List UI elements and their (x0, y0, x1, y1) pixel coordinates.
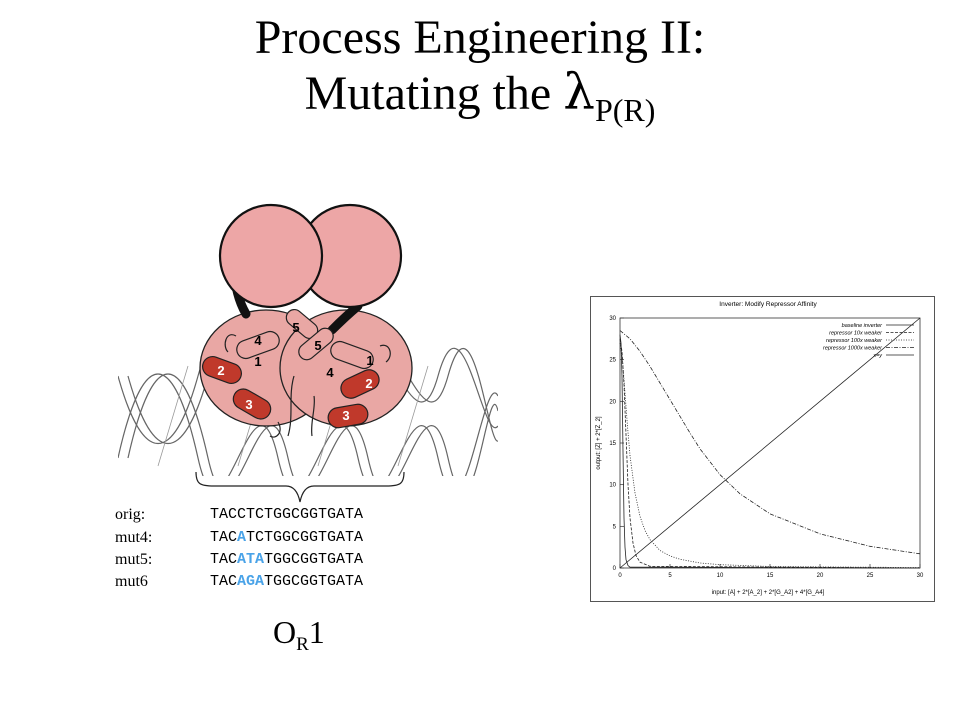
alpha-helices (202, 308, 380, 429)
legend-label: repressor 100x weaker (826, 338, 883, 344)
sequence-row: mut6 TACAGATGGCGGTGATA (115, 573, 415, 595)
helix-label: 2 (217, 363, 224, 378)
y-tick-label: 5 (613, 524, 617, 530)
slide-title-line2: Mutating the λP(R) (0, 63, 960, 128)
series-line (619, 317, 921, 569)
operator-label: OR1 (273, 614, 325, 655)
x-axis-label: input: [A] + 2*[A_2] + 2*[G_A2] + 4*[G_A… (712, 590, 825, 596)
repressor-affinity-chart: Inverter: Modify Repressor Affinity 0 5 10… (590, 296, 935, 602)
loop-lines (224, 334, 391, 438)
legend-label: x=y (872, 353, 883, 359)
c-terminal-domains (218, 203, 403, 309)
slide-title-line1: Process Engineering II: (254, 11, 706, 64)
dna-sequence: TACATCTGGCGGTGATA (210, 529, 364, 546)
operator-brace (195, 471, 405, 503)
title-text: Mutating the (304, 67, 564, 120)
dna-sequence: TACATATGGCGGTGATA (210, 551, 364, 568)
dna-sequence: TACAGATGGCGGTGATA (210, 573, 364, 590)
mutation-highlight: ATA (237, 551, 265, 568)
x-tick-label: 15 (767, 573, 774, 579)
legend-label: repressor 10x weaker (829, 331, 883, 337)
legend-label: repressor 1000x weaker (823, 346, 883, 352)
sequence-row: orig: TACCTCTGGCGGTGATA (115, 506, 415, 528)
title-subscript: P(R) (594, 92, 656, 128)
sequence-label: mut4: (115, 529, 153, 546)
mutation-highlight: A (237, 529, 247, 546)
y-tick-label: 10 (609, 483, 616, 489)
x-tick-label: 20 (817, 573, 824, 579)
sequence-label: mut6 (115, 573, 148, 590)
x-tick-label: 30 (917, 573, 924, 579)
y-tick-label: 20 (609, 399, 616, 405)
series-line (619, 334, 921, 569)
helix-label: 1 (254, 354, 261, 369)
helix-label: 5 (314, 338, 321, 353)
series-line (619, 330, 921, 555)
repressor-dna-illustration: 5 5 1 1 4 4 2 2 3 3 (118, 203, 498, 476)
helix-label: 4 (254, 333, 262, 348)
helix-label: 3 (342, 408, 349, 423)
legend-label: baseline inverter (842, 323, 884, 329)
chart-title: Inverter: Modify Repressor Affinity (719, 301, 817, 308)
dna-sequence: TACCTCTGGCGGTGATA (210, 506, 364, 523)
y-tick-label: 25 (609, 358, 616, 364)
helix-label: 1 (366, 353, 373, 368)
sequence-row: mut4: TACATCTGGCGGTGATA (115, 529, 415, 551)
y-tick-label: 15 (609, 441, 616, 447)
helix-label: 4 (326, 365, 334, 380)
y-tick-label: 30 (609, 316, 616, 322)
helix-label: 5 (292, 320, 299, 335)
x-tick-label: 0 (618, 573, 622, 579)
y-axis-label: output: [Z] + 2*[Z_2] (596, 416, 602, 470)
sequence-row: mut5: TACATATGGCGGTGATA (115, 551, 415, 573)
x-tick-label: 25 (867, 573, 874, 579)
sequence-label: orig: (115, 506, 146, 523)
x-tick-label: 10 (717, 573, 724, 579)
helix-label: 3 (245, 397, 252, 412)
x-tick-label: 5 (668, 573, 672, 579)
mutation-highlight: AGA (237, 573, 265, 590)
y-tick-label: 0 (613, 566, 617, 572)
sequence-label: mut5: (115, 551, 153, 568)
chart-frame (590, 296, 935, 602)
helix-label: 2 (365, 376, 372, 391)
lambda-symbol: λ (563, 63, 595, 121)
